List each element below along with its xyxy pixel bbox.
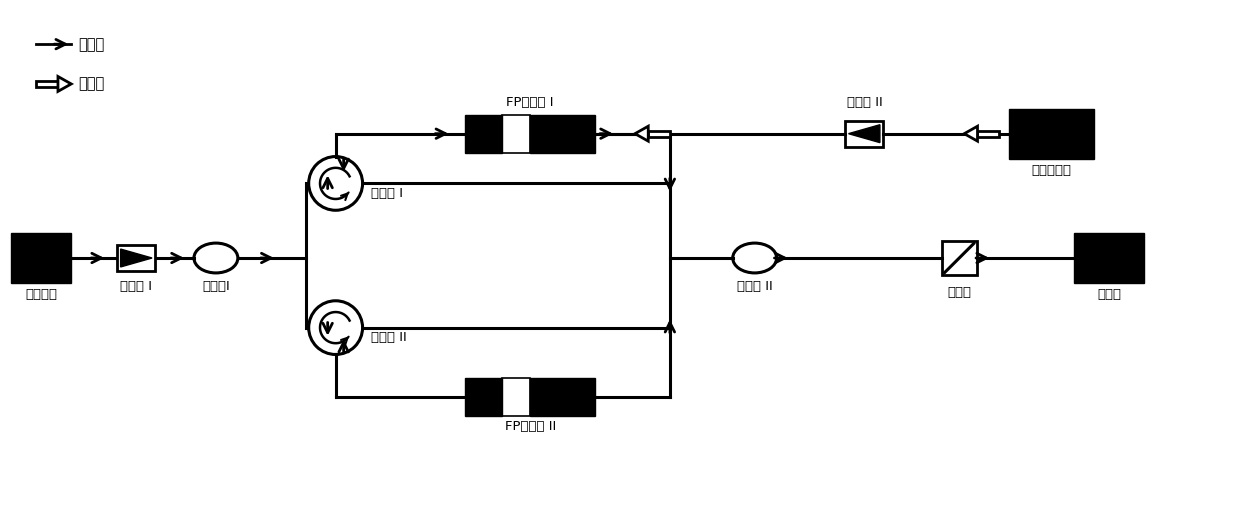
Polygon shape: [965, 126, 977, 141]
Text: 泵浦光: 泵浦光: [78, 77, 104, 92]
Text: 滤波器: 滤波器: [947, 286, 971, 299]
Text: 隔离器 I: 隔离器 I: [120, 280, 153, 293]
Polygon shape: [649, 131, 670, 137]
Bar: [941, 240, 977, 276]
Bar: [465, 115, 502, 153]
Polygon shape: [977, 131, 999, 137]
Text: 隔离器 II: 隔离器 II: [847, 96, 883, 109]
Bar: [1009, 109, 1094, 159]
Bar: [117, 245, 155, 271]
Bar: [1074, 233, 1143, 283]
Text: 宽谱光源: 宽谱光源: [25, 288, 57, 301]
Text: 泵浦激光器: 泵浦激光器: [1032, 164, 1071, 177]
Polygon shape: [36, 81, 58, 87]
Bar: [531, 115, 595, 153]
Bar: [846, 121, 883, 147]
Text: 光谱仪: 光谱仪: [1097, 288, 1121, 301]
Bar: [465, 378, 502, 416]
Polygon shape: [848, 125, 880, 142]
Text: 环形器 I: 环形器 I: [371, 187, 403, 200]
Text: 环形器 II: 环形器 II: [371, 331, 407, 344]
Polygon shape: [635, 126, 649, 141]
Text: FP干涉计 I: FP干涉计 I: [506, 96, 554, 109]
Polygon shape: [120, 249, 153, 267]
Text: 探测光: 探测光: [78, 37, 104, 52]
Text: 耦合器I: 耦合器I: [202, 280, 229, 293]
Text: FP干涉计 II: FP干涉计 II: [505, 420, 556, 433]
Bar: [11, 233, 71, 283]
Bar: [502, 115, 531, 153]
Polygon shape: [58, 77, 71, 91]
Bar: [531, 378, 595, 416]
Text: 耦合器 II: 耦合器 II: [737, 280, 773, 293]
Bar: [502, 378, 531, 416]
